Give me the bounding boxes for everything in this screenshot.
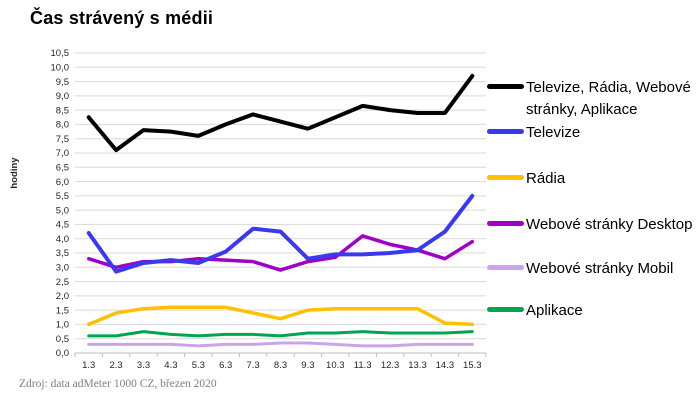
y-tick-label: 7,0 xyxy=(56,148,69,159)
legend-item: Televize xyxy=(487,122,580,144)
y-tick-label: 6,5 xyxy=(56,162,69,173)
legend-item: Webové stránky Desktop xyxy=(487,214,692,236)
x-tick-label: 5.3 xyxy=(192,360,205,371)
legend-swatch xyxy=(487,129,524,134)
y-axis-title: hodiny xyxy=(9,157,20,189)
legend-swatch xyxy=(487,175,524,180)
legend-label: Webové stránky Desktop xyxy=(526,216,693,233)
y-tick-label: 8,0 xyxy=(56,120,69,131)
x-tick-label: 6.3 xyxy=(219,360,232,371)
y-tick-label: 10,5 xyxy=(51,48,70,59)
legend-swatch xyxy=(487,307,524,312)
y-tick-label: 0,0 xyxy=(56,348,69,359)
x-tick-label: 8.3 xyxy=(274,360,287,371)
y-tick-label: 7,5 xyxy=(56,134,69,145)
x-tick-label: 11.3 xyxy=(354,360,372,371)
legend-item: Aplikace xyxy=(487,300,583,322)
legend-swatch xyxy=(487,84,524,89)
legend-item: Webové stránky Mobil xyxy=(487,258,673,280)
x-tick-label: 9.3 xyxy=(301,360,314,371)
legend-label: Webové stránky Mobil xyxy=(526,260,674,277)
legend-label: Televize, Rádia, Webové stránky, Aplikac… xyxy=(526,79,691,118)
y-tick-label: 9,5 xyxy=(56,77,69,88)
y-tick-label: 10,0 xyxy=(51,62,70,73)
x-tick-label: 12.3 xyxy=(381,360,400,371)
y-tick-label: 0,5 xyxy=(56,334,69,345)
series-line-5 xyxy=(87,330,474,338)
y-tick-label: 9,0 xyxy=(56,91,69,102)
series-line-1 xyxy=(86,193,475,274)
y-tick-label: 8,5 xyxy=(56,105,69,116)
x-tick-label: 13.3 xyxy=(408,360,427,371)
series-line-0 xyxy=(86,73,475,153)
legend-label: Televize xyxy=(526,124,581,141)
source-note: Zdroj: data adMeter 1000 CZ, březen 2020 xyxy=(19,378,217,390)
y-tick-label: 2,5 xyxy=(56,277,69,288)
legend-swatch xyxy=(487,265,524,270)
y-tick-label: 4,0 xyxy=(56,234,69,245)
x-tick-label: 3.3 xyxy=(137,360,150,371)
chart-legend: Televize, Rádia, Webové stránky, Aplikac… xyxy=(487,0,699,400)
legend-label: Aplikace xyxy=(526,302,583,319)
legend-item: Televize, Rádia, Webové stránky, Aplikac… xyxy=(487,77,693,121)
x-tick-label: 14.3 xyxy=(436,360,455,371)
y-tick-label: 3,0 xyxy=(56,262,69,273)
chart-title: Čas strávený s médii xyxy=(30,8,214,28)
series-line-2 xyxy=(86,305,475,327)
x-tick-label: 2.3 xyxy=(109,360,122,371)
series-line-4 xyxy=(87,341,474,348)
y-tick-label: 2,0 xyxy=(56,291,69,302)
x-tick-label: 7.3 xyxy=(246,360,259,371)
y-tick-label: 6,0 xyxy=(56,177,69,188)
x-tick-label: 4.3 xyxy=(164,360,177,371)
legend-item: Rádia xyxy=(487,168,565,190)
x-tick-label: 1.3 xyxy=(82,360,95,371)
legend-label: Rádia xyxy=(526,170,566,187)
y-tick-label: 3,5 xyxy=(56,248,69,259)
legend-swatch xyxy=(487,221,524,226)
y-tick-label: 5,0 xyxy=(56,205,69,216)
x-tick-label: 15.3 xyxy=(463,360,482,371)
x-tick-label: 10.3 xyxy=(326,360,345,371)
y-tick-label: 4,5 xyxy=(56,220,69,231)
y-tick-label: 5,5 xyxy=(56,191,69,202)
y-tick-label: 1,0 xyxy=(56,320,69,331)
y-tick-label: 1,5 xyxy=(56,305,69,316)
